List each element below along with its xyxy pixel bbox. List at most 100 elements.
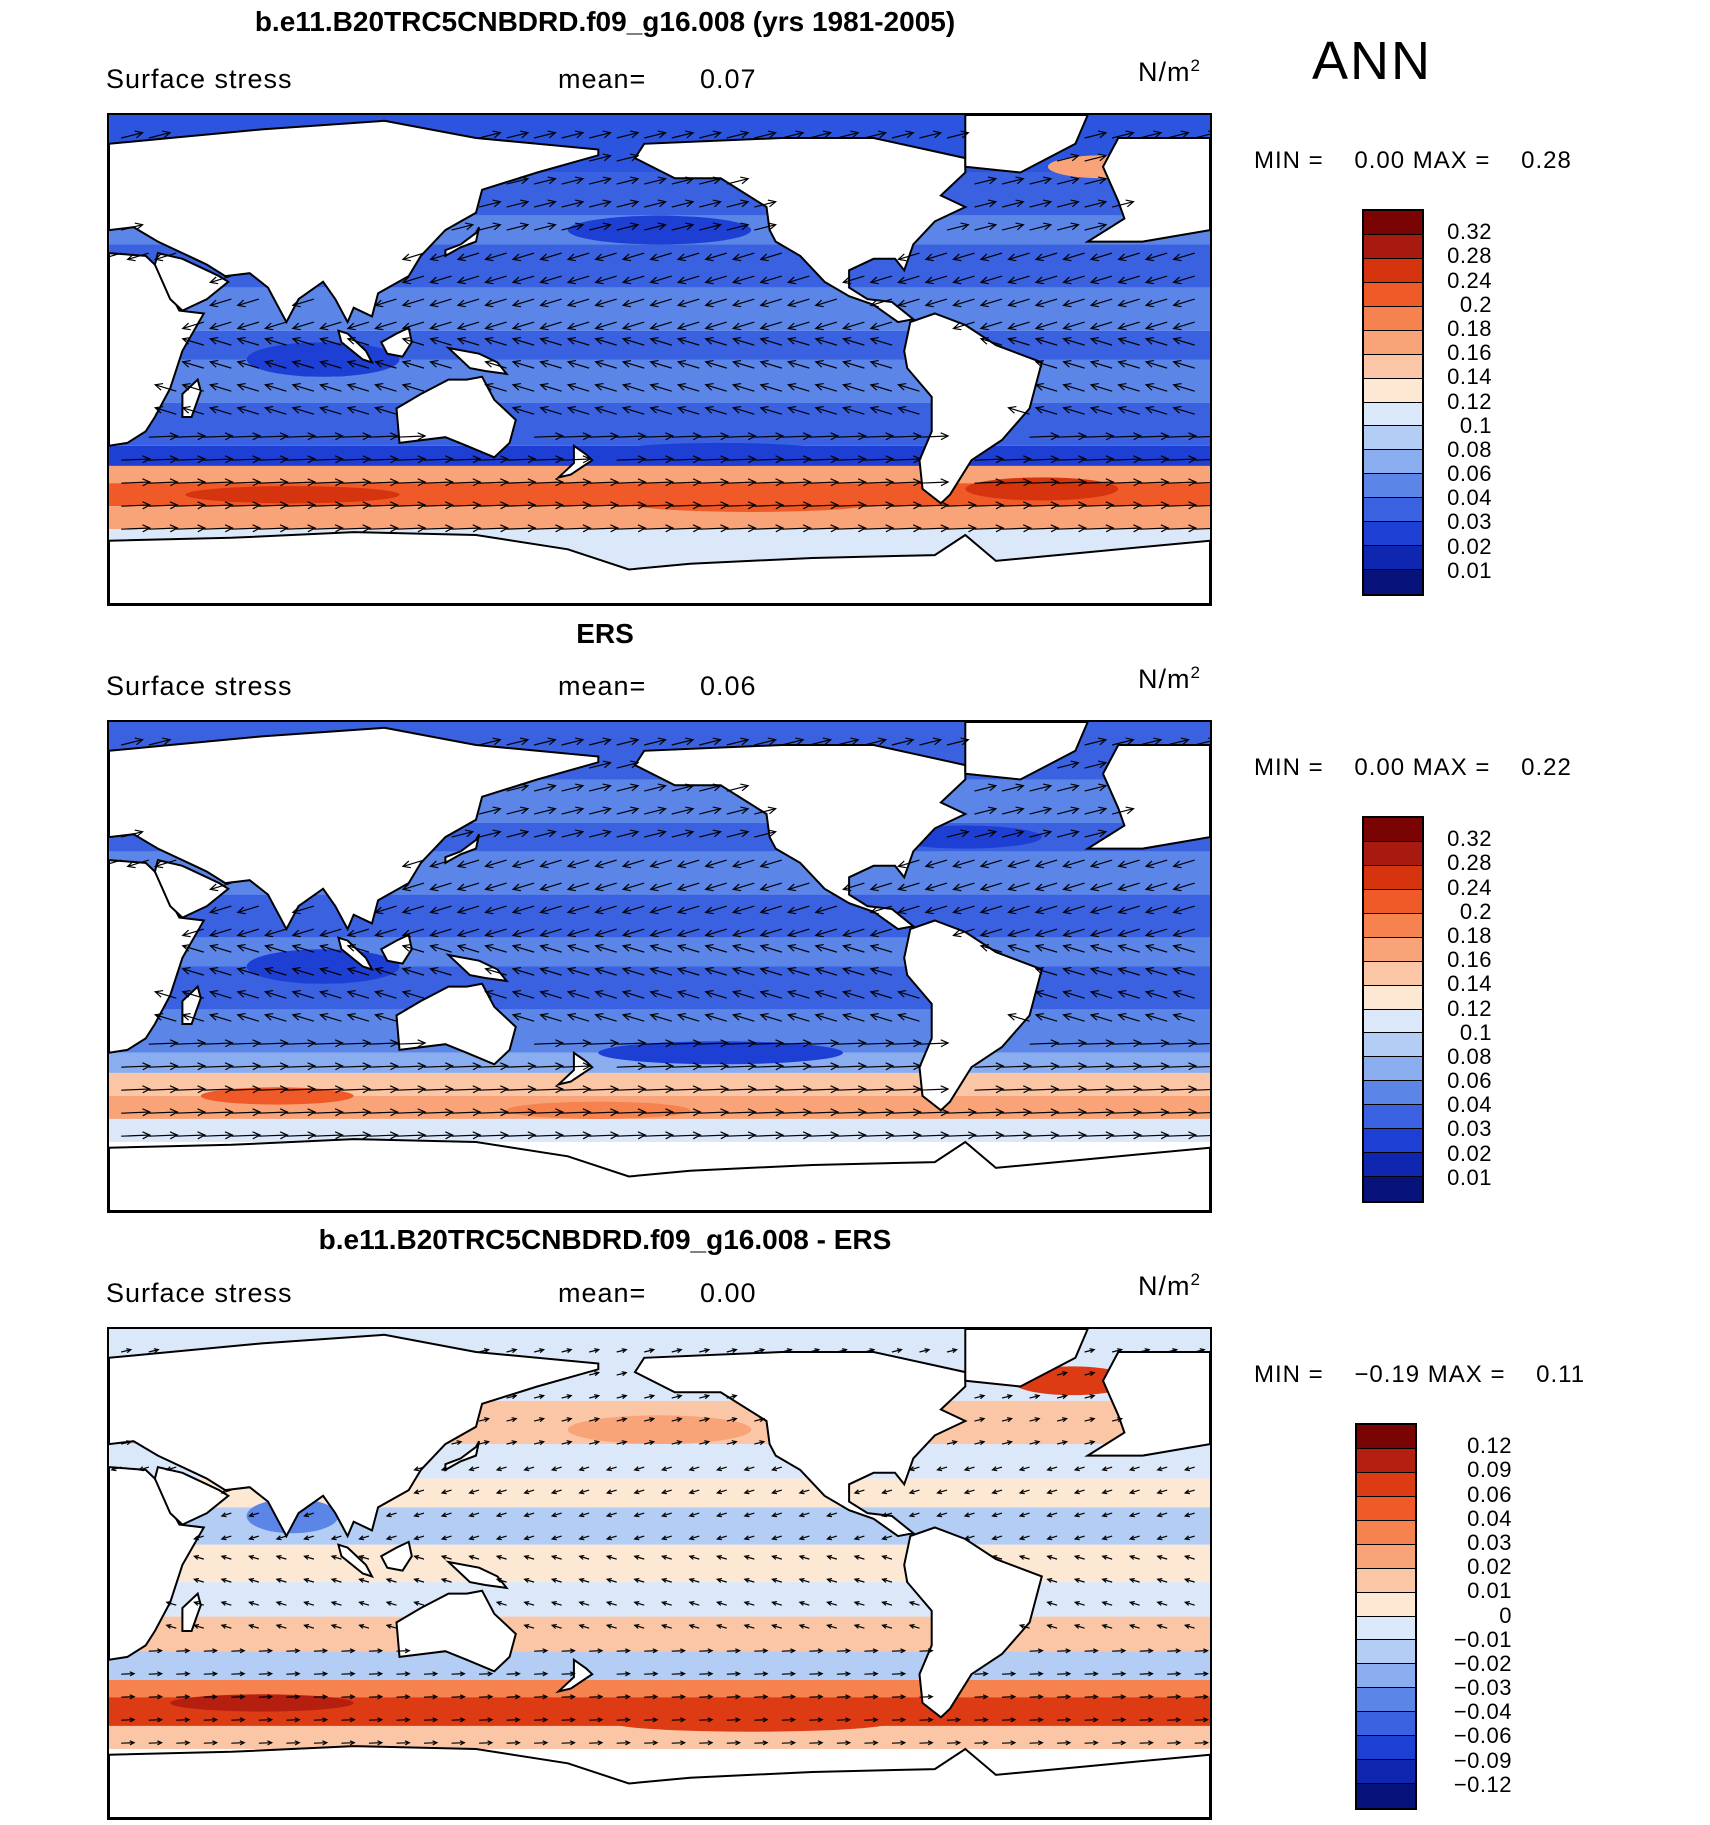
wind-stress-vector [814, 905, 838, 915]
wind-stress-vector [699, 1131, 730, 1140]
wind-stress-vector [193, 1554, 204, 1560]
land-outline [395, 1589, 517, 1673]
wind-stress-vector [1167, 478, 1198, 487]
wind-stress-vector [699, 478, 730, 487]
wind-stress-vector [1029, 1671, 1044, 1677]
wind-stress-vector [534, 1694, 549, 1700]
wind-stress-vector [616, 1131, 647, 1140]
wind-stress-vector [561, 524, 592, 533]
stress-anomaly [200, 1087, 354, 1105]
wind-stress-vector [1056, 222, 1080, 231]
max-value: 0.22 [1521, 754, 1572, 781]
wind-stress-vector [644, 524, 675, 533]
wind-stress-vector [946, 737, 970, 746]
wind-stress-vector [589, 737, 612, 746]
wind-stress-vector [974, 524, 1005, 533]
wind-stress-vector [826, 1577, 838, 1583]
wind-stress-vector [869, 882, 893, 892]
wind-stress-vector [1112, 1717, 1127, 1723]
wind-stress-vector [1057, 478, 1088, 487]
wind-stress-vector [506, 783, 530, 792]
wind-stress-vector [456, 882, 480, 892]
wind-stress-vector [781, 1717, 797, 1723]
wind-stress-vector [1144, 905, 1168, 915]
min-label: MIN = [1254, 147, 1324, 174]
wind-stress-vector [231, 1648, 246, 1654]
land-outline [445, 953, 509, 983]
wind-stress-vector [1111, 130, 1135, 139]
wind-stress-vector [374, 359, 397, 369]
wind-stress-vector [561, 1717, 576, 1723]
wind-stress-vector [1002, 1108, 1032, 1117]
wind-stress-vector [671, 1085, 702, 1094]
wind-stress-vector [176, 524, 207, 533]
wind-stress-vector [699, 1108, 730, 1117]
stress-anomaly [598, 1041, 843, 1065]
wind-stress-vector [451, 1740, 466, 1746]
wind-stress-vector [864, 478, 895, 487]
wind-stress-vector [181, 359, 204, 369]
wind-stress-vector [1183, 1512, 1195, 1518]
wind-stress-vector [1084, 806, 1108, 815]
wind-stress-vector [1156, 1554, 1168, 1560]
wind-stress-vector [126, 859, 149, 869]
wind-stress-vector [1001, 1417, 1013, 1423]
wind-stress-vector [1029, 432, 1060, 441]
wind-stress-vector [644, 1717, 659, 1723]
wind-stress-vector [786, 336, 810, 346]
wind-stress-vector [974, 1717, 989, 1723]
wind-stress-vector [1007, 275, 1030, 285]
wind-stress-vector [991, 1554, 1003, 1560]
units-label: N/m2 [1138, 1270, 1201, 1302]
wind-stress-vector [715, 1600, 727, 1606]
wind-stress-vector [396, 1131, 427, 1140]
wind-stress-vector [374, 321, 397, 331]
wind-stress-vector [1084, 1648, 1099, 1654]
wind-stress-vector [1002, 501, 1032, 510]
wind-stress-vector [704, 405, 727, 415]
wind-stress-vector [263, 382, 287, 392]
wind-stress-vector [676, 321, 700, 331]
wind-stress-vector [589, 1085, 620, 1094]
wind-stress-vector [842, 275, 865, 285]
colorbar-label: 0.14 [1447, 364, 1492, 390]
wind-stress-vector [671, 806, 695, 815]
wind-stress-vector [401, 321, 425, 331]
wind-stress-vector [1167, 1062, 1198, 1071]
wind-stress-vector [440, 1512, 452, 1518]
wind-stress-vector [1034, 966, 1058, 976]
wind-stress-vector [286, 1740, 301, 1746]
wind-stress-vector [121, 1085, 152, 1094]
wind-stress-vector [429, 275, 452, 285]
wind-stress-vector [258, 432, 289, 441]
wind-stress-vector [566, 382, 590, 392]
colorbar-label: 0.12 [1467, 1433, 1512, 1459]
wind-stress-vector [616, 1694, 631, 1700]
wind-stress-vector [919, 1717, 934, 1723]
wind-stress-vector [1029, 478, 1060, 487]
wind-stress-vector [1117, 928, 1140, 938]
wind-stress-vector [891, 1671, 907, 1677]
wind-stress-vector [919, 1131, 950, 1140]
max-value: 0.11 [1536, 1361, 1586, 1388]
wind-stress-vector [401, 905, 425, 915]
wind-stress-vector [231, 1717, 246, 1723]
wind-stress-vector [286, 432, 317, 441]
wind-stress-vector [561, 1062, 592, 1071]
wind-stress-vector [258, 524, 289, 533]
wind-stress-vector [1057, 1131, 1088, 1140]
wind-stress-vector [236, 359, 260, 369]
wind-stress-vector [688, 1623, 700, 1629]
wind-stress-vector [203, 1648, 219, 1654]
wind-stress-vector [550, 1466, 562, 1472]
wind-stress-vector [589, 130, 612, 139]
wind-stress-vector [495, 1535, 507, 1541]
wind-stress-vector [208, 905, 232, 915]
wind-stress-vector [771, 1577, 783, 1583]
wind-stress-vector [754, 1085, 785, 1094]
wind-stress-vector [506, 1417, 518, 1423]
wind-stress-vector [539, 943, 562, 953]
wind-stress-vector [731, 275, 755, 285]
colorbar-label: 0.03 [1467, 1529, 1512, 1555]
wind-stress-vector [203, 1740, 219, 1746]
